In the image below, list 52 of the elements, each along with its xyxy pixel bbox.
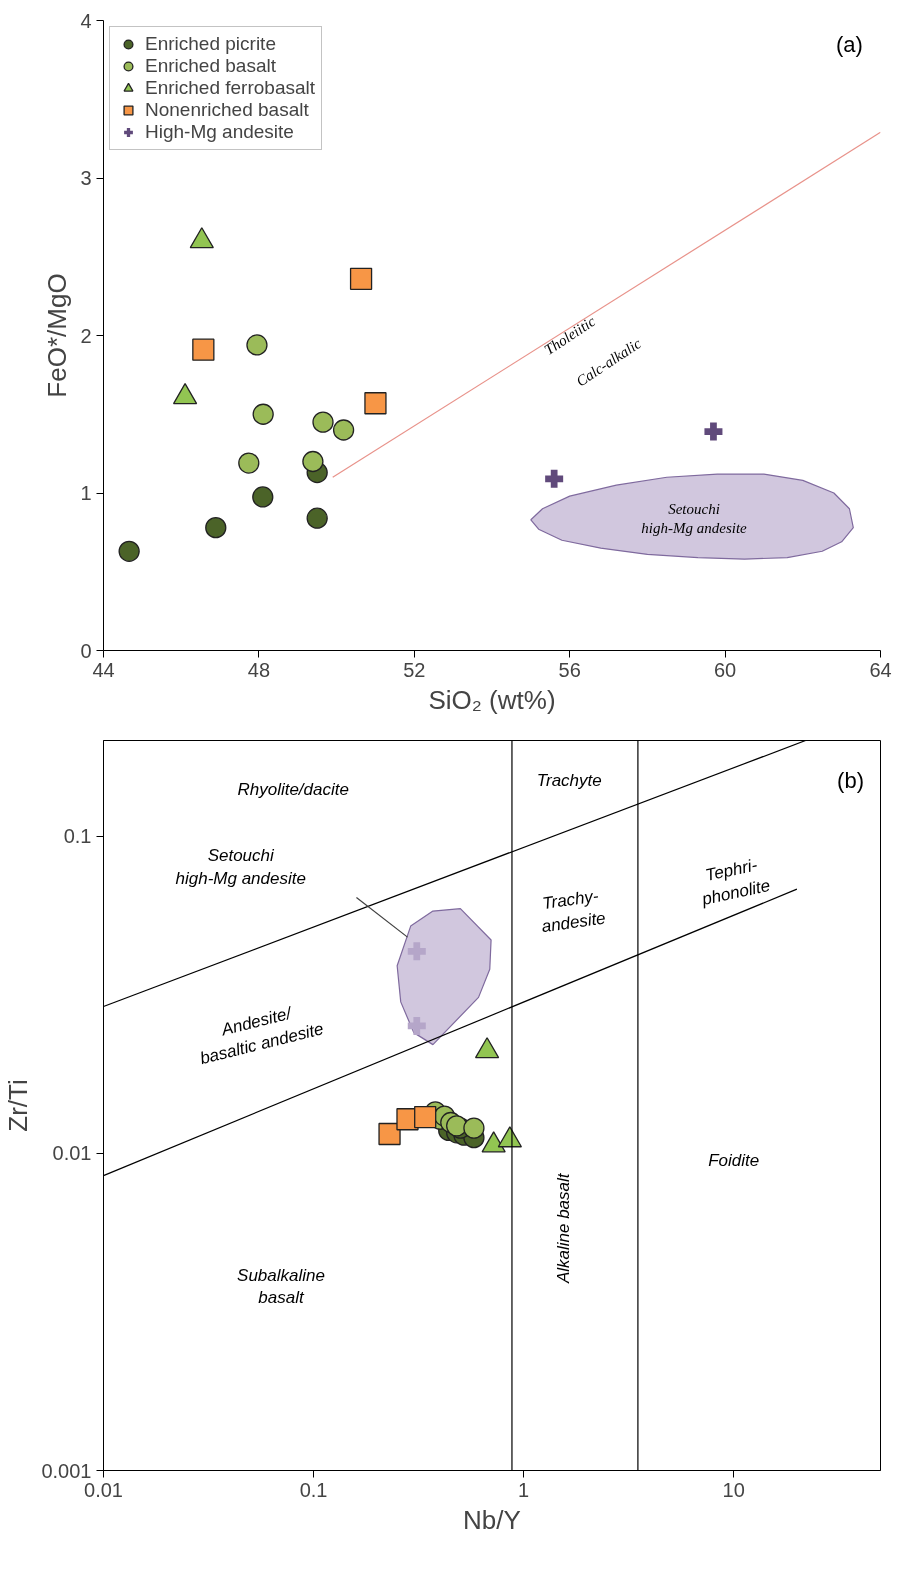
annotation: Trachyte [536, 770, 602, 790]
point [252, 486, 274, 508]
y-tick-label: 0.001 [41, 1459, 92, 1482]
annotation: (b) [837, 767, 864, 793]
y-tick-label: 0 [80, 639, 92, 662]
point [545, 469, 564, 488]
annotation: Setouchi high-Mg andesite [641, 500, 748, 536]
point [246, 334, 268, 356]
x-tick-label: 0.1 [299, 1478, 328, 1501]
y-tick-label: 3 [80, 167, 92, 189]
annotation: Trachy- andesite [540, 886, 607, 937]
y-tick-label: 2 [80, 324, 92, 347]
point [302, 450, 324, 473]
x-axis-title: SiO₂ (wt%) [428, 684, 556, 715]
annotation: Tephri- phonolite [699, 855, 772, 910]
x-tick-label: 1 [518, 1478, 530, 1501]
x-tick-label: 64 [869, 658, 892, 681]
point [349, 267, 373, 290]
point [704, 422, 723, 441]
x-tick-label: 60 [713, 658, 737, 681]
y-axis-title: FeO*/MgO [42, 273, 73, 398]
point [192, 338, 215, 361]
legend-label: Enriched basalt [145, 55, 276, 77]
point [364, 392, 387, 415]
annotation: Alkaline basalt [554, 1172, 574, 1285]
legend-label: High-Mg andesite [145, 121, 294, 143]
annotation: Setouchi high-Mg andesite [175, 845, 306, 888]
point [252, 403, 274, 425]
point [118, 540, 140, 562]
x-tick-label: 10 [722, 1478, 745, 1501]
y-tick-label: 0.01 [52, 1142, 92, 1165]
annotation: Foidite [708, 1150, 760, 1170]
y-tick-label: 1 [80, 482, 92, 504]
legend-label: Enriched ferrobasalt [145, 77, 316, 99]
point [238, 452, 260, 474]
annotation: (a) [835, 31, 863, 57]
legend-label: Nonenriched basalt [145, 99, 309, 121]
point [332, 419, 355, 441]
annotation: Rhyolite/dacite [237, 780, 349, 800]
x-tick-label: 48 [247, 658, 271, 681]
x-axis-title: Nb/Y [463, 1504, 521, 1535]
x-tick-label: 56 [558, 658, 581, 681]
point [306, 507, 328, 529]
x-tick-label: 52 [403, 658, 426, 681]
point [312, 411, 334, 433]
point [205, 517, 227, 539]
x-tick-label: 44 [92, 658, 115, 681]
annotation: Subalkaline basalt [237, 1265, 325, 1308]
legend-label: Enriched picrite [145, 33, 276, 55]
y-tick-label: 0.1 [63, 825, 92, 847]
y-tick-label: 4 [80, 9, 92, 32]
y-axis-title: Zr/Ti [3, 1079, 34, 1132]
